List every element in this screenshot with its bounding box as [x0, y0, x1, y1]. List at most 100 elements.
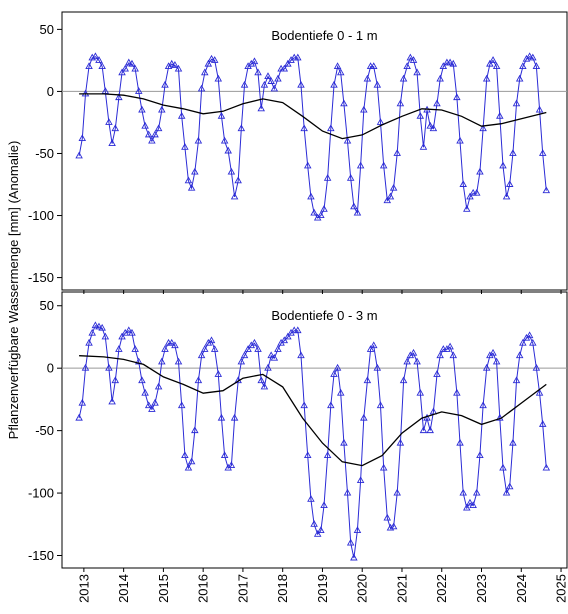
- data-point: [519, 62, 527, 70]
- data-point: [217, 413, 226, 421]
- data-point: [280, 336, 289, 344]
- data-point: [105, 118, 113, 125]
- data-point: [128, 59, 136, 67]
- data-point: [167, 59, 176, 67]
- data-point: [254, 345, 262, 352]
- data-point: [210, 56, 219, 63]
- data-point: [317, 526, 325, 533]
- data-point: [144, 130, 153, 138]
- data-point: [519, 338, 527, 346]
- data-point: [330, 370, 338, 377]
- data-point: [515, 351, 524, 359]
- data-point: [214, 370, 223, 377]
- data-point: [227, 167, 236, 175]
- data-point: [393, 149, 401, 156]
- data-point: [439, 62, 448, 70]
- data-point: [333, 62, 342, 70]
- data-point: [128, 328, 136, 336]
- data-point: [350, 553, 358, 561]
- data-point: [449, 351, 458, 359]
- data-point: [294, 326, 302, 334]
- data-point: [98, 323, 106, 331]
- data-point: [333, 363, 342, 371]
- data-point: [320, 205, 328, 212]
- data-point: [207, 336, 216, 344]
- data-point: [200, 345, 209, 352]
- data-point: [310, 208, 318, 216]
- data-point: [433, 99, 441, 107]
- data-point: [158, 357, 166, 365]
- data-point: [154, 124, 163, 132]
- data-point: [280, 64, 289, 72]
- data-point: [479, 124, 487, 132]
- data-point: [264, 72, 272, 79]
- data-point: [131, 64, 139, 72]
- y-tick-label: -100: [28, 486, 54, 501]
- panel-title: Bodentiefe 0 - 3 m: [271, 308, 377, 323]
- data-point: [237, 357, 246, 365]
- y-tick-label: -100: [28, 208, 54, 223]
- data-point: [313, 529, 322, 537]
- data-point: [101, 332, 110, 340]
- data-point: [118, 68, 126, 76]
- data-point: [134, 357, 143, 365]
- data-point: [525, 331, 534, 339]
- data-point: [91, 52, 100, 60]
- data-point: [184, 176, 193, 184]
- data-point: [489, 56, 497, 63]
- data-point: [307, 494, 315, 502]
- x-tick-label: 2022: [434, 574, 449, 603]
- data-point: [466, 498, 474, 506]
- data-point: [138, 376, 146, 384]
- data-point: [463, 205, 471, 212]
- data-point: [260, 382, 269, 390]
- data-point: [125, 326, 133, 334]
- y-tick-label: 0: [47, 84, 54, 99]
- x-tick-label: 2014: [116, 574, 131, 603]
- data-point: [340, 99, 348, 107]
- data-point: [144, 401, 153, 409]
- data-point: [482, 74, 491, 82]
- data-point: [257, 104, 265, 112]
- data-point: [396, 99, 405, 107]
- data-point: [138, 105, 146, 113]
- data-point: [303, 161, 312, 169]
- data-point: [532, 363, 541, 371]
- data-point: [472, 188, 481, 196]
- data-point: [343, 136, 352, 144]
- data-point: [78, 134, 87, 142]
- panel-title: Bodentiefe 0 - 1 m: [271, 28, 377, 43]
- x-tick-label: 2025: [554, 574, 568, 603]
- data-point: [499, 463, 507, 471]
- data-point: [184, 463, 193, 471]
- data-point: [360, 413, 368, 421]
- data-point: [197, 351, 206, 359]
- data-point: [416, 388, 425, 396]
- data-point: [446, 58, 454, 66]
- data-point: [396, 438, 405, 446]
- data-point: [346, 538, 355, 546]
- data-point: [416, 111, 425, 119]
- data-point: [300, 124, 308, 132]
- data-point: [125, 58, 133, 66]
- data-point: [297, 80, 305, 88]
- y-axis-label: Pflanzenverfügbare Wassermenge [mm] (Ano…: [6, 141, 21, 440]
- data-point: [121, 64, 129, 72]
- data-point: [406, 53, 415, 61]
- data-point: [177, 111, 186, 119]
- data-point: [85, 62, 93, 70]
- data-point: [376, 401, 385, 409]
- data-point: [303, 451, 312, 459]
- data-point: [393, 488, 401, 496]
- data-point: [75, 151, 83, 159]
- data-point: [81, 363, 90, 371]
- data-line: [78, 56, 547, 219]
- data-point: [118, 332, 126, 340]
- data-point: [234, 176, 242, 184]
- data-point: [538, 420, 547, 427]
- data-point: [363, 376, 372, 384]
- y-tick-label: 50: [40, 298, 54, 313]
- data-point: [429, 124, 438, 132]
- data-point: [141, 388, 149, 396]
- data-point: [194, 136, 203, 144]
